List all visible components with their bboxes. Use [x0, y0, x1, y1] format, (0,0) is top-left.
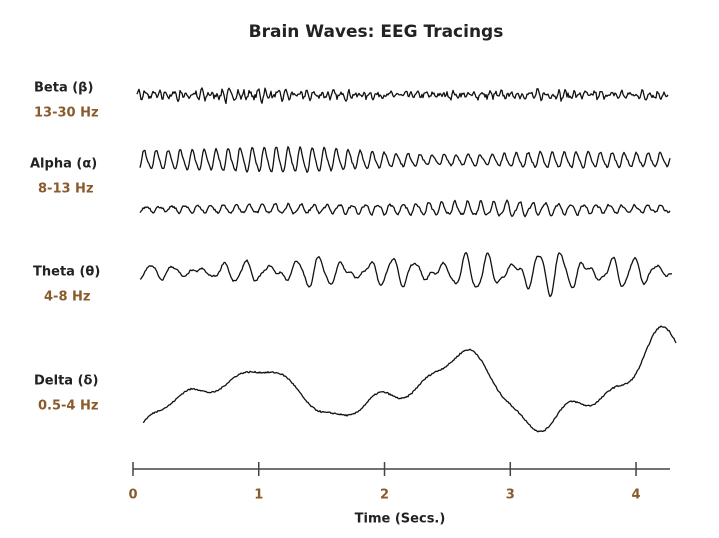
tick-label: 2	[380, 488, 389, 503]
wave-band: 13-30 Hz	[34, 106, 99, 121]
wave-name: Beta (β)	[34, 81, 93, 96]
wave-name: Delta (δ)	[34, 374, 98, 389]
axis-label: Time (Secs.)	[355, 512, 446, 527]
eeg-trace	[139, 251, 673, 298]
tick-label: 3	[506, 488, 515, 503]
eeg-trace	[142, 325, 677, 433]
title: Brain Waves: EEG Tracings	[249, 22, 504, 42]
eeg-trace	[139, 146, 671, 173]
eeg-trace	[136, 87, 669, 105]
wave-band: 0.5-4 Hz	[38, 399, 98, 414]
wave-name: Theta (θ)	[33, 265, 100, 280]
wave-band: 8-13 Hz	[38, 182, 94, 197]
tick-label: 0	[128, 488, 137, 503]
eeg-trace	[139, 199, 671, 218]
wave-band: 4-8 Hz	[44, 290, 90, 305]
wave-name: Alpha (α)	[30, 157, 97, 172]
tick-label: 1	[254, 488, 263, 503]
tick-label: 4	[632, 488, 641, 503]
